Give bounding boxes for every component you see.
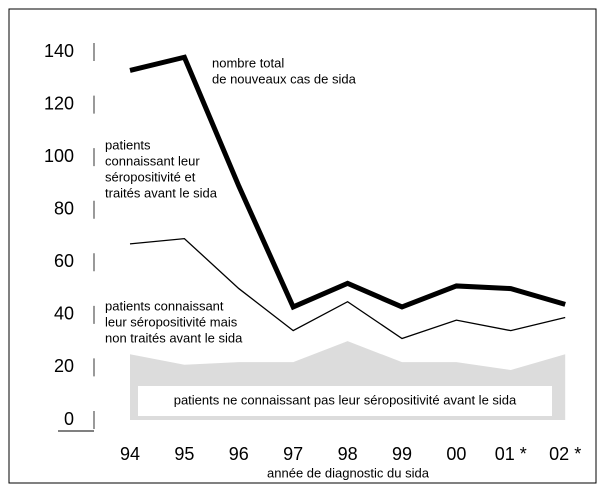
annotation: non traités avant le sida	[105, 330, 243, 345]
y-tick-label: 120	[44, 93, 74, 113]
annotation: patients ne connaissant pas leur séropos…	[174, 392, 517, 407]
annotation: leur séropositivité mais	[105, 314, 238, 329]
x-tick-label: 96	[229, 444, 249, 464]
annotation: nombre total	[212, 55, 284, 70]
line	[129, 54, 566, 311]
x-tick-label: 00	[446, 444, 466, 464]
y-tick-label: 20	[54, 356, 74, 376]
y-tick-label: 0	[64, 409, 74, 429]
annotation: connaissant leur	[105, 153, 200, 168]
annotation: patients connaissant	[105, 298, 224, 313]
annotation: séropositivité et	[105, 169, 196, 184]
line	[129, 237, 566, 340]
y-tick-label: 80	[54, 198, 74, 218]
frame	[8, 8, 597, 484]
x-tick-label: 98	[338, 444, 358, 464]
x-tick-label: 97	[283, 444, 303, 464]
y-tick-label: 100	[44, 146, 74, 166]
x-tick-label: 01 *	[495, 444, 527, 464]
y-tick-label: 140	[44, 41, 74, 61]
y-tick-label: 60	[54, 251, 74, 271]
x-tick-label: 02 *	[549, 444, 581, 464]
annotation: traités avant le sida	[105, 185, 218, 200]
x-axis-title: année de diagnostic du sida	[267, 465, 430, 480]
x-tick-label: 94	[120, 444, 140, 464]
x-tick-label: 99	[392, 444, 412, 464]
y-tick-label: 40	[54, 304, 74, 324]
label-background	[138, 386, 552, 416]
x-tick-label: 95	[174, 444, 194, 464]
annotation: de nouveaux cas de sida	[212, 71, 357, 86]
annotation: patients	[105, 137, 151, 152]
